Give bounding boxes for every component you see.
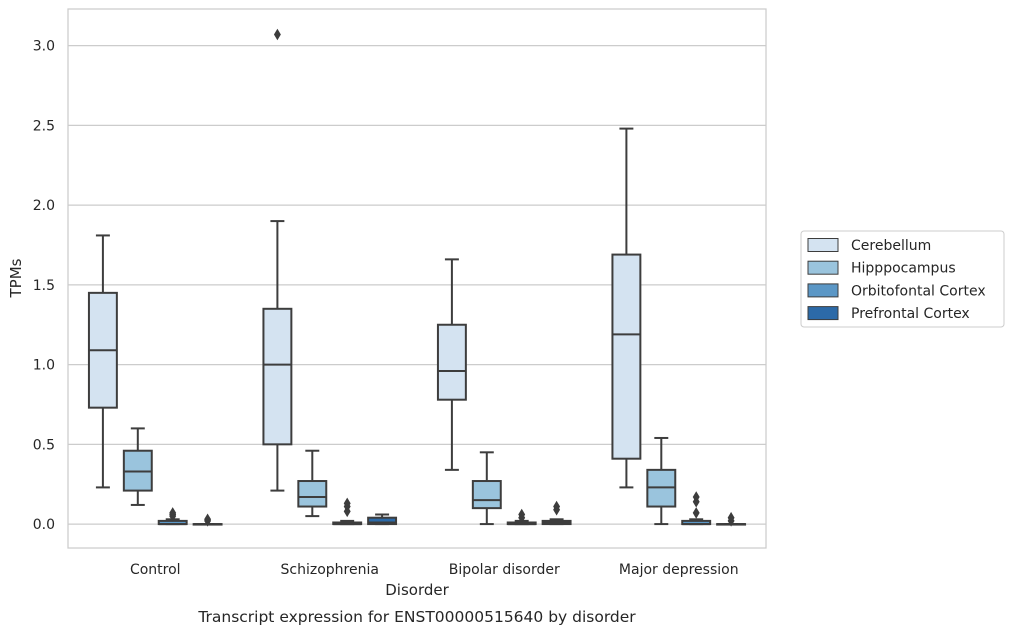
- box-0-2: [157, 507, 188, 526]
- x-tick-labels: Control Schizophrenia Bipolar disorder Majo…: [130, 562, 739, 578]
- plot-frame: [67, 8, 767, 549]
- outlier-point: [518, 508, 526, 521]
- box-body: [471, 480, 502, 510]
- x-tick-label: Schizophrenia: [281, 562, 379, 578]
- box-body: [262, 307, 293, 446]
- y-tick-label: 2.0: [33, 198, 55, 214]
- box-body: [436, 323, 467, 401]
- box-1-0: [262, 28, 293, 492]
- y-axis-label: TPMs: [7, 258, 25, 298]
- box-3-3: [716, 511, 747, 527]
- legend-frame: [800, 230, 1005, 328]
- box-3-0: [611, 127, 642, 489]
- box-0-0: [87, 234, 118, 489]
- legend-swatch: [807, 238, 839, 252]
- chart-caption: Transcript expression for ENST0000051564…: [197, 608, 636, 626]
- outlier-point: [169, 507, 177, 519]
- x-axis-label: Disorder: [385, 581, 449, 599]
- box-layer: [87, 28, 747, 527]
- box-2-0: [436, 258, 467, 471]
- box-body: [297, 480, 328, 508]
- legend-label: Cerebellum: [851, 238, 931, 254]
- box-2-3: [541, 500, 572, 526]
- y-tick-label: 0.0: [33, 517, 55, 533]
- box-3-2: [681, 491, 712, 526]
- outlier-point: [692, 491, 700, 503]
- box-1-2: [332, 497, 363, 526]
- outlier-point: [273, 28, 281, 41]
- box-body: [611, 253, 642, 460]
- x-tick-label: Major depression: [619, 562, 739, 578]
- y-tick-label: 2.5: [33, 118, 55, 134]
- box-1-1: [297, 449, 328, 518]
- box-3-1: [646, 436, 677, 526]
- legend-label: Hipppocampus: [851, 261, 956, 277]
- x-tick-label: Bipolar disorder: [449, 562, 560, 578]
- box-0-3: [192, 513, 223, 527]
- legend-label: Prefrontal Cortex: [851, 306, 970, 322]
- outlier-point: [692, 507, 700, 519]
- box-2-2: [506, 508, 537, 526]
- box-2-1: [471, 451, 502, 526]
- legend-label: Orbitofontal Cortex: [851, 283, 986, 299]
- outlier-point: [204, 513, 212, 526]
- y-tick-label: 3.0: [33, 39, 55, 55]
- box-body: [367, 516, 398, 526]
- outlier-point: [553, 500, 561, 513]
- y-tick-label: 0.5: [33, 437, 55, 453]
- box-0-1: [122, 427, 153, 506]
- y-tick-label: 1.5: [33, 278, 55, 294]
- grid-layer: [68, 45, 766, 525]
- y-tick-labels: 0.0 0.5 1.0 1.5 2.0 2.5 3.0: [33, 39, 55, 533]
- box-1-3: [367, 513, 398, 526]
- legend: Cerebellum Hipppocampus Orbitofontal Corte…: [800, 230, 1005, 328]
- legend-swatch: [807, 306, 839, 321]
- legend-swatch: [807, 283, 839, 298]
- x-tick-label: Control: [130, 562, 181, 578]
- legend-swatch: [807, 260, 839, 275]
- legend-items: Cerebellum Hipppocampus Orbitofontal Corte…: [807, 238, 986, 322]
- outlier-point: [343, 497, 351, 510]
- y-tick-label: 1.0: [33, 358, 55, 374]
- outlier-point: [727, 511, 735, 524]
